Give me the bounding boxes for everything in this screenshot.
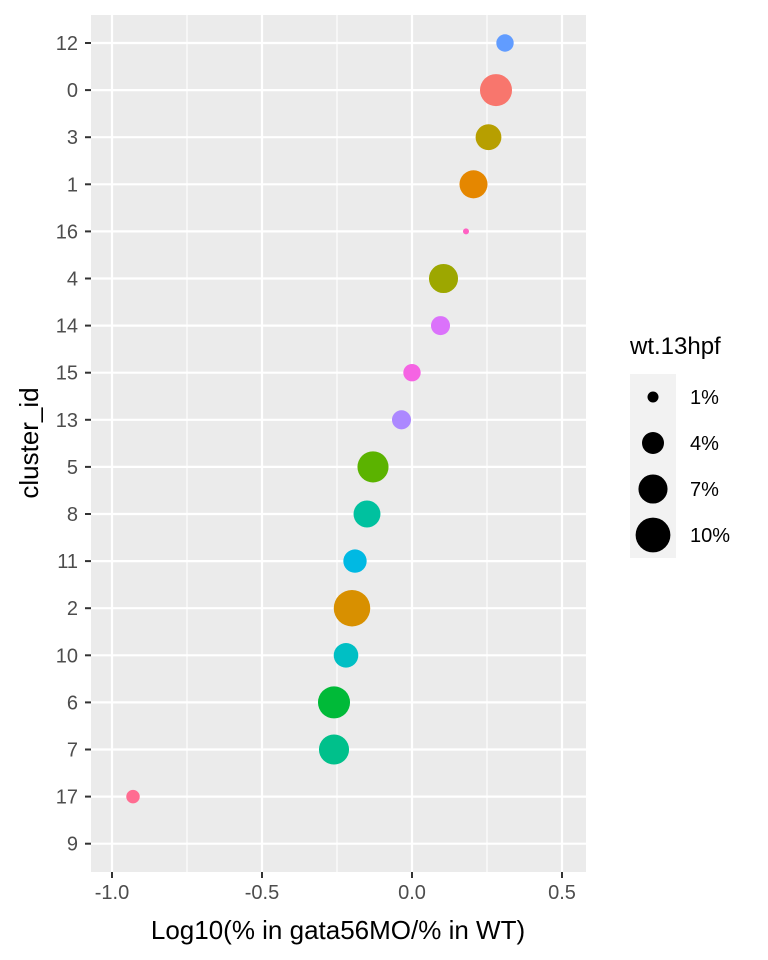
legend: wt.13hpf 1% 4% 7% 10% <box>629 333 730 558</box>
data-point-12 <box>496 34 514 52</box>
y-tick-label: 17 <box>56 787 78 809</box>
y-tick-label: 5 <box>67 457 78 479</box>
data-point-13 <box>391 410 412 430</box>
y-tick-label: 16 <box>56 221 78 243</box>
legend-size-swatch <box>638 474 668 504</box>
data-points <box>126 34 514 804</box>
data-point-3 <box>475 124 502 151</box>
x-tick-label: -0.5 <box>245 882 279 904</box>
legend-entry-label: 10% <box>690 525 730 547</box>
data-point-11 <box>343 549 367 573</box>
data-point-2 <box>333 589 371 627</box>
data-point-16 <box>462 228 470 235</box>
y-tick-label: 3 <box>67 127 78 149</box>
legend-size-swatch <box>635 517 671 553</box>
y-tick-label: 12 <box>56 33 78 55</box>
y-tick-label: 10 <box>56 645 78 667</box>
x-tick-label: 0.5 <box>548 882 576 904</box>
x-axis-title: Log10(% in gata56MO/% in WT) <box>151 915 525 945</box>
data-point-7 <box>318 734 350 765</box>
data-point-17 <box>126 789 140 804</box>
y-tick-label: 13 <box>56 410 78 432</box>
legend-size-swatch <box>647 391 659 403</box>
y-tick-label: 1 <box>67 174 78 196</box>
x-axis: -1.0 -0.5 0.0 0.5 <box>95 872 576 904</box>
data-point-15 <box>403 364 421 382</box>
legend-entries: 1% 4% 7% 10% <box>635 387 730 553</box>
data-point-5 <box>357 451 389 483</box>
y-tick-label: 4 <box>67 269 78 291</box>
y-tick-label: 8 <box>67 504 78 526</box>
legend-entry-label: 7% <box>690 479 719 501</box>
y-tick-label: 14 <box>56 316 78 338</box>
grid <box>91 15 586 872</box>
data-point-4 <box>428 263 459 294</box>
data-point-0 <box>479 74 513 107</box>
legend-entry-label: 4% <box>690 433 719 455</box>
plot-panel <box>91 15 586 872</box>
data-point-8 <box>353 500 381 528</box>
y-tick-label: 6 <box>67 692 78 714</box>
legend-size-swatch <box>642 432 664 454</box>
y-tick-label: 0 <box>67 80 78 102</box>
data-point-1 <box>459 170 488 199</box>
data-point-10 <box>333 643 359 668</box>
data-point-14 <box>430 316 451 336</box>
y-tick-label: 15 <box>56 363 78 385</box>
y-tick-label: 7 <box>67 740 78 762</box>
y-tick-label: 9 <box>67 834 78 856</box>
y-tick-label: 2 <box>67 598 78 620</box>
x-tick-label: -1.0 <box>95 882 129 904</box>
y-tick-label: 11 <box>57 551 78 573</box>
legend-title: wt.13hpf <box>629 333 721 360</box>
y-axis: 12 0 3 1 16 4 14 15 13 5 8 11 2 10 6 7 17 9 <box>56 33 91 856</box>
x-tick-label: 0.0 <box>398 882 426 904</box>
legend-entry-label: 1% <box>690 387 719 409</box>
y-axis-title: cluster_id <box>14 387 44 498</box>
data-point-6 <box>317 686 351 719</box>
